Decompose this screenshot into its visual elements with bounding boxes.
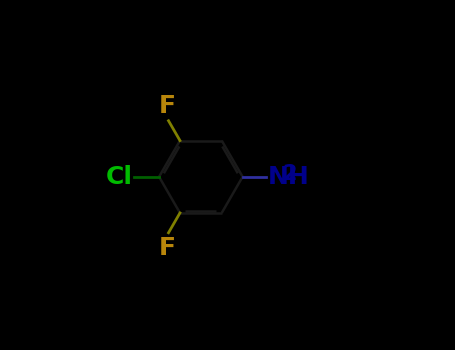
Text: Cl: Cl: [106, 165, 132, 189]
Text: F: F: [159, 93, 176, 118]
Text: NH: NH: [268, 165, 309, 189]
Text: 2: 2: [283, 163, 297, 183]
Text: F: F: [159, 236, 176, 260]
